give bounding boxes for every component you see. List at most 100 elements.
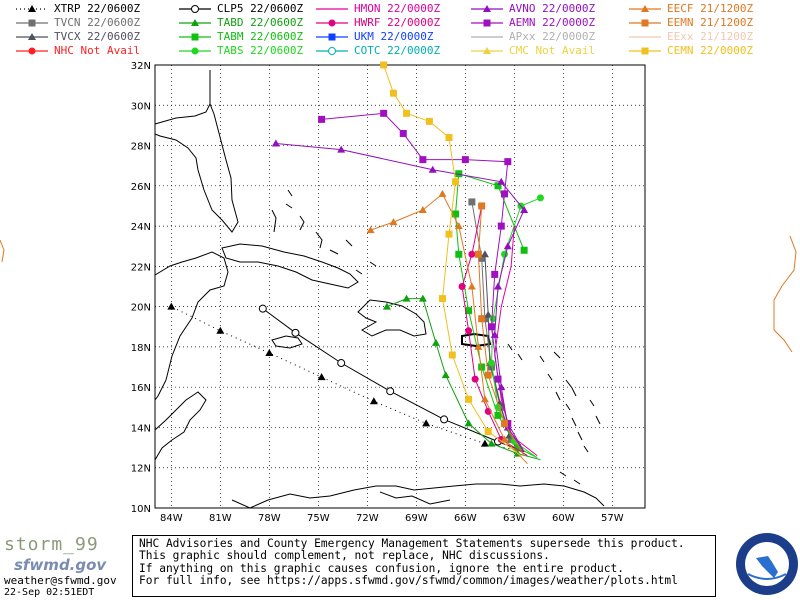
lon-tick-label: 63W <box>503 513 526 524</box>
legend-marker <box>641 19 649 27</box>
legend-label: COTC 22/0000Z <box>354 44 441 57</box>
legend-marker <box>328 19 336 27</box>
lon-tick-label: 57W <box>601 513 624 524</box>
track-point <box>464 419 473 427</box>
disclaimer-line: This graphic should complement, not repl… <box>139 549 550 563</box>
land-outlines <box>154 70 605 509</box>
track-point <box>484 310 493 318</box>
track-point <box>445 230 453 238</box>
legend-marker <box>641 47 649 55</box>
track-point <box>520 205 529 213</box>
track-point <box>271 139 280 147</box>
legend-swatch <box>629 19 661 27</box>
track-point <box>382 302 391 310</box>
track-avno <box>271 139 529 452</box>
legend-label: CLP5 22/0600Z <box>217 2 304 15</box>
legend-marker <box>191 47 199 55</box>
track-line <box>370 193 528 465</box>
track-point <box>445 133 453 141</box>
track-point <box>441 371 450 379</box>
track-point <box>317 373 326 381</box>
track-point <box>216 326 225 334</box>
legend-swatch <box>316 47 348 55</box>
site-logo-text: sfwmd.gov <box>14 556 107 574</box>
track-point <box>471 375 479 383</box>
lat-tick-label: 14N <box>131 423 151 434</box>
legend-swatch <box>179 33 211 41</box>
track-point <box>402 294 411 302</box>
track-point <box>465 327 473 335</box>
legend-marker <box>641 5 649 12</box>
track-line <box>461 205 528 457</box>
track-line <box>383 64 522 457</box>
lon-tick-label: 75W <box>307 513 330 524</box>
legend-marker <box>28 5 36 12</box>
legend-marker <box>191 19 199 26</box>
track-point <box>468 250 476 258</box>
legend-swatch <box>471 19 503 27</box>
lat-tick-label: 32N <box>131 61 151 72</box>
legend-label: TABS 22/0600Z <box>217 44 304 57</box>
track-point <box>438 189 447 197</box>
track-point <box>501 419 509 427</box>
track-point <box>487 359 495 367</box>
track-point <box>440 415 449 424</box>
legend-swatch <box>16 47 48 55</box>
track-point <box>369 397 378 405</box>
legend-label: HMON 22/0000Z <box>354 2 441 15</box>
legend-label: EEMN 21/1200Z <box>667 16 754 29</box>
legend-label: CMC Not Avail <box>509 44 596 57</box>
track-point <box>494 411 502 419</box>
track-point <box>454 222 463 230</box>
track-point <box>465 307 473 315</box>
track-point <box>504 158 512 166</box>
lat-tick-label: 10N <box>131 504 151 515</box>
map-frame <box>154 64 646 509</box>
track-point <box>503 242 512 250</box>
track-point <box>366 226 375 234</box>
legend-label: APxx 22/0000Z <box>509 30 596 43</box>
track-point <box>489 315 497 323</box>
legend-label: AEMN 22/0000Z <box>509 16 596 29</box>
track-point <box>474 250 482 258</box>
timestamp: 22-Sep 02:51EDT <box>4 587 95 598</box>
legend-swatch <box>316 19 348 27</box>
legend-label: EExx 21/1200Z <box>667 30 754 43</box>
track-point <box>478 254 486 262</box>
disclaimer-line: NHC Advisories and County Emergency Mana… <box>139 537 685 550</box>
track-point <box>461 156 469 164</box>
legend-marker <box>483 47 491 54</box>
track-line <box>477 205 525 456</box>
track-point <box>480 250 489 258</box>
legend-label: TABD 22/0600Z <box>217 16 304 29</box>
track-point <box>497 222 505 230</box>
track-point <box>497 177 506 185</box>
track-point <box>494 182 502 190</box>
legend-swatch <box>179 5 211 13</box>
legend-swatch <box>629 5 661 12</box>
district-seal-logo <box>736 533 798 595</box>
track-point <box>478 315 486 323</box>
track-clp5 <box>258 304 525 453</box>
track-point <box>503 423 512 431</box>
track-point <box>452 210 460 218</box>
legend-swatch <box>179 19 211 26</box>
track-tabd <box>382 294 541 461</box>
track-point <box>422 419 431 427</box>
legend-label: HWRF 22/0000Z <box>354 16 441 29</box>
track-point <box>380 109 388 117</box>
lat-tick-label: 30N <box>131 101 151 112</box>
lat-tick-label: 12N <box>131 464 151 475</box>
lat-lon-grid <box>155 64 645 509</box>
track-point <box>418 205 427 213</box>
lat-tick-label: 28N <box>131 142 151 153</box>
legend-marker <box>483 19 491 27</box>
track-point <box>497 383 506 391</box>
track-point <box>425 117 433 125</box>
track-point <box>431 338 440 346</box>
disclaimer-line[interactable]: For full info, see https://apps.sfwmd.go… <box>139 574 678 588</box>
track-point <box>458 283 466 290</box>
track-point <box>487 323 495 331</box>
track-point <box>265 348 274 356</box>
track-point <box>167 302 176 310</box>
